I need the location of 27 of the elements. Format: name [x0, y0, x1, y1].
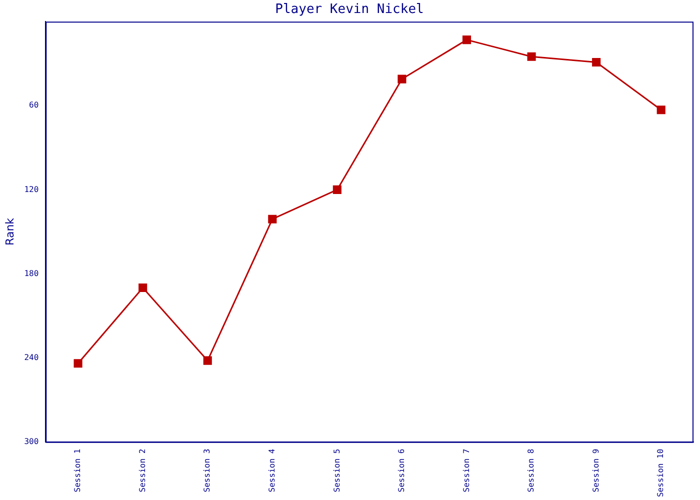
- x-tick-label: Session 4: [267, 448, 276, 492]
- x-tick-label: Session 10: [656, 448, 666, 498]
- x-tick-label: Session 6: [397, 448, 406, 492]
- x-tick-label: Session 3: [202, 448, 212, 492]
- point: [527, 52, 536, 61]
- chart-title: Player Kevin Nickel: [275, 2, 424, 18]
- point: [138, 283, 148, 292]
- y-tick-label: 300: [24, 436, 39, 446]
- x-tick-label: Session 1: [73, 448, 82, 492]
- point: [656, 106, 666, 114]
- point: [592, 58, 601, 67]
- x-tick-label: Session 9: [591, 448, 600, 492]
- x-tick-label: Session 5: [332, 448, 342, 492]
- x-tick-label: Session 2: [138, 448, 147, 492]
- point: [268, 214, 277, 224]
- y-axis-title: Rank: [3, 217, 16, 246]
- y-tick-label: 180: [24, 268, 39, 278]
- x-tick-label: Session 8: [526, 448, 536, 492]
- point: [203, 356, 212, 365]
- point: [74, 359, 82, 368]
- y-tick-label: 120: [24, 184, 39, 194]
- y-tick-label: 240: [24, 352, 39, 362]
- point: [332, 185, 342, 194]
- x-tick-label: Session 7: [462, 448, 471, 492]
- point: [462, 36, 472, 44]
- y-tick-label: 60: [29, 100, 39, 110]
- point: [398, 74, 406, 84]
